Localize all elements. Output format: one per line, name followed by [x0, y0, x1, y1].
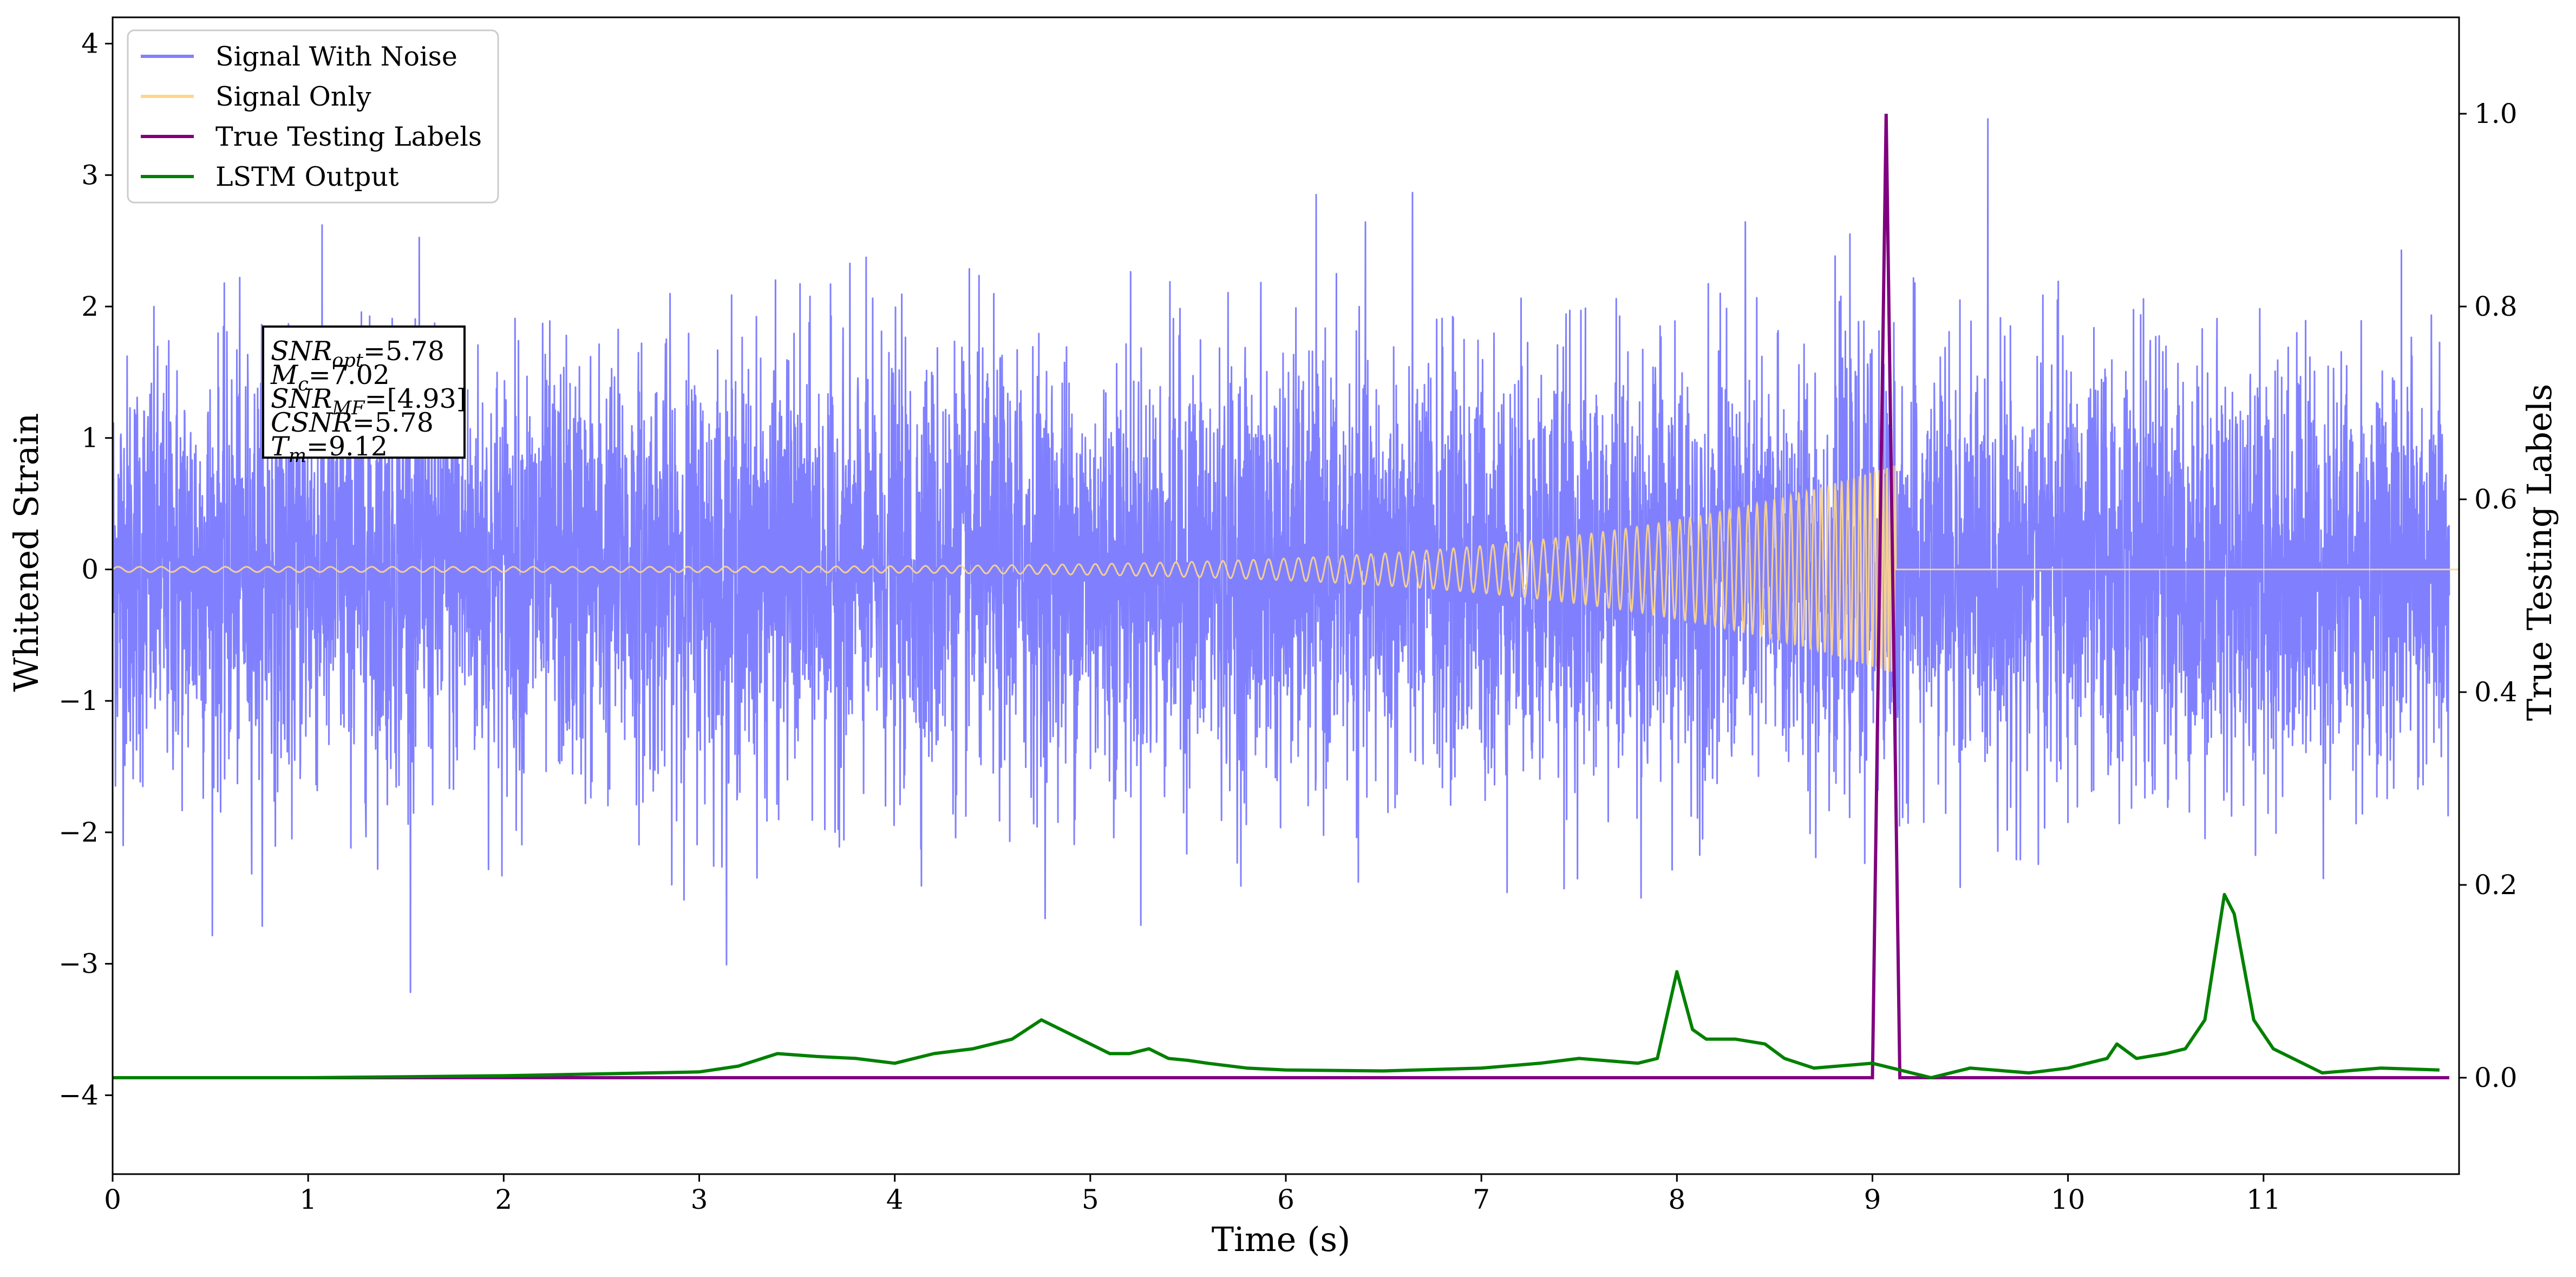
- y2-tick-label: 1.0: [2474, 98, 2518, 129]
- annotation-subscript: m: [289, 445, 306, 467]
- y-tick-label: 2: [81, 291, 99, 322]
- legend: Signal With Noise Signal Only True Testing…: [127, 29, 499, 204]
- annotation-value: =5.78: [352, 407, 434, 438]
- x-tick-label: 5: [1082, 1184, 1099, 1215]
- series-lstm-output: [113, 892, 2440, 1079]
- annotation-value: =[4.93]: [364, 383, 466, 414]
- y-tick-label: 4: [81, 28, 99, 60]
- x-tick-label: 10: [2051, 1184, 2085, 1215]
- y2-tick-label: 0.0: [2474, 1062, 2518, 1093]
- x-tick-label: 4: [886, 1184, 904, 1215]
- annotation-subscript: MF: [331, 398, 365, 419]
- x-tick-label: 8: [1668, 1184, 1685, 1215]
- x-tick-label: 1: [299, 1184, 317, 1215]
- annotation-symbol: CSNR: [271, 407, 352, 438]
- annotation-line: SNRMF=[4.93]: [271, 383, 467, 419]
- legend-label: True Testing Labels: [215, 121, 482, 152]
- annotation-value: =9.12: [306, 431, 388, 462]
- y-tick-label: −1: [58, 685, 99, 716]
- x-tick-label: 0: [104, 1184, 121, 1215]
- y2-tick-label: 0.4: [2474, 676, 2518, 708]
- legend-label: Signal Only: [215, 81, 371, 112]
- annotation-line: SNRopt=5.78: [271, 336, 444, 372]
- ticks-layer: 0 1 2 3 4 5 6 7 8 9 10 1143210−1−2−3−41.00.80.60.40…: [58, 28, 2517, 1215]
- parameter-annotation-box: SNRopt=5.78Mc=7.02SNRMF=[4.93]CSNR=5.78T…: [262, 325, 467, 467]
- x-tick-label: 11: [2246, 1184, 2281, 1215]
- y-tick-label: 3: [81, 159, 99, 191]
- y-tick-label: 0: [81, 553, 99, 585]
- annotation-symbol: T: [271, 431, 290, 462]
- x-tick-label: 9: [1864, 1184, 1881, 1215]
- x-tick-label: 2: [495, 1184, 512, 1215]
- y2-tick-label: 0.6: [2474, 484, 2518, 515]
- annotation-value: =5.78: [363, 336, 444, 367]
- series-signal-with-noise: [113, 118, 2450, 993]
- y-tick-label: 1: [81, 422, 99, 454]
- annotation-symbol: M: [270, 360, 299, 390]
- annotation-box-frame: [262, 325, 466, 459]
- x-tick-label: 6: [1277, 1184, 1294, 1215]
- annotation-symbol: SNR: [271, 336, 332, 367]
- y-axis-label: Whitened Strain: [6, 413, 46, 692]
- series-layer: [113, 113, 2459, 1079]
- y2-tick-label: 0.8: [2474, 291, 2518, 322]
- x-axis-label: Time (s): [1212, 1220, 1351, 1259]
- annotation-value: =7.02: [309, 360, 390, 390]
- annotation-line: CSNR=5.78: [271, 407, 434, 438]
- y-tick-label: −3: [58, 948, 99, 980]
- legend-label: LSTM Output: [215, 161, 399, 192]
- annotation-symbol: SNR: [271, 383, 332, 414]
- annotation-subscript: opt: [332, 350, 363, 372]
- y-tick-label: −2: [58, 817, 99, 848]
- series-true-testing-labels: [113, 113, 2449, 1079]
- plot-area: [113, 113, 2459, 1079]
- legend-label: Signal With Noise: [215, 41, 457, 72]
- x-tick-label: 7: [1473, 1184, 1490, 1215]
- legend-frame: [127, 29, 499, 204]
- annotation-line: Mc=7.02: [270, 360, 390, 395]
- y2-axis-label: True Testing Labels: [2520, 384, 2559, 721]
- annotation-subscript: c: [298, 374, 309, 395]
- x-tick-label: 3: [691, 1184, 708, 1215]
- series-signal-only: [113, 465, 2459, 673]
- annotation-line: Tm=9.12: [271, 431, 388, 467]
- y-tick-label: −4: [58, 1079, 99, 1111]
- y2-tick-label: 0.2: [2474, 869, 2518, 901]
